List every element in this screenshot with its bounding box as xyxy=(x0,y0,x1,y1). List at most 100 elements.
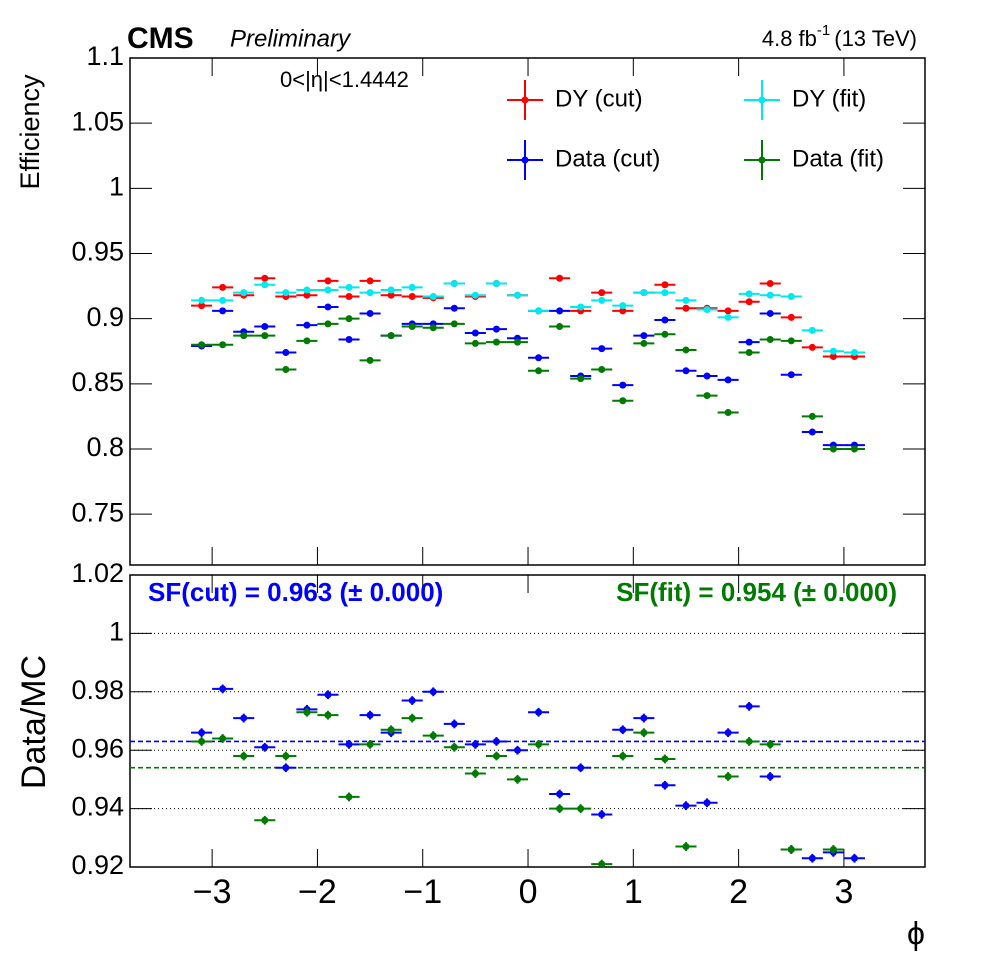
data-point xyxy=(703,306,711,314)
y-tick-label: 1.1 xyxy=(86,41,124,71)
data-point xyxy=(829,445,837,453)
data-point xyxy=(682,304,690,312)
x-tick-label: 3 xyxy=(834,873,853,911)
data-point xyxy=(366,289,374,297)
data-point xyxy=(429,688,437,696)
data-point xyxy=(198,302,206,310)
plot-area xyxy=(191,274,865,453)
data-point xyxy=(661,281,669,289)
data-point xyxy=(261,743,269,751)
data-point xyxy=(261,281,269,289)
data-point xyxy=(661,316,669,324)
data-point xyxy=(261,332,269,340)
data-point xyxy=(240,752,248,760)
data-point xyxy=(598,289,606,297)
x-tick-label: −2 xyxy=(298,873,337,911)
data-point xyxy=(577,764,585,772)
data-point xyxy=(345,315,353,323)
data-point xyxy=(766,772,774,780)
data-point xyxy=(829,352,837,360)
data-point xyxy=(619,307,627,315)
data-point xyxy=(261,322,269,330)
data-point xyxy=(282,764,290,772)
data-point xyxy=(324,691,332,699)
data-point xyxy=(450,743,458,751)
data-point xyxy=(640,339,648,347)
data-point xyxy=(471,329,479,337)
experiment: CMS xyxy=(127,22,194,55)
data-point xyxy=(703,392,711,400)
data-point xyxy=(619,302,627,310)
plot-frame xyxy=(129,574,926,868)
data-point xyxy=(682,367,690,375)
data-point xyxy=(598,810,606,818)
legend-label: Data (fit) xyxy=(792,145,884,172)
data-point xyxy=(219,341,227,349)
data-point xyxy=(682,802,690,810)
data-point xyxy=(219,735,227,743)
data-point xyxy=(219,283,227,291)
data-point xyxy=(471,740,479,748)
data-point xyxy=(745,290,753,298)
data-point xyxy=(808,412,816,420)
data-point xyxy=(661,289,669,297)
data-point xyxy=(471,291,479,299)
data-point xyxy=(787,337,795,345)
data-point xyxy=(429,732,437,740)
y-tick-label: 1.02 xyxy=(71,558,124,588)
data-point xyxy=(261,274,269,282)
y-tick-label: 1.05 xyxy=(71,106,124,136)
data-point xyxy=(640,714,648,722)
data-point xyxy=(682,346,690,354)
data-point xyxy=(282,349,290,357)
data-point xyxy=(450,320,458,328)
y-axis-label: Data/MC xyxy=(15,655,53,789)
data-point xyxy=(808,854,816,862)
data-point xyxy=(408,322,416,330)
data-point xyxy=(661,330,669,338)
data-point xyxy=(219,296,227,304)
data-point xyxy=(535,354,543,362)
status: Preliminary xyxy=(230,25,352,52)
x-tick-label: 1 xyxy=(624,873,643,911)
data-point xyxy=(704,869,711,876)
y-tick-label: 0.8 xyxy=(86,432,124,462)
data-point xyxy=(492,752,500,760)
legend-marker xyxy=(521,96,529,104)
data-point xyxy=(198,296,206,304)
data-point xyxy=(492,325,500,333)
data-point xyxy=(787,293,795,301)
legend-marker xyxy=(521,156,529,164)
data-point xyxy=(535,307,543,315)
data-point xyxy=(450,304,458,312)
data-point xyxy=(198,737,206,745)
data-point xyxy=(513,291,521,299)
data-point xyxy=(850,854,858,862)
data-point xyxy=(535,740,543,748)
data-point xyxy=(661,781,669,789)
data-point xyxy=(787,371,795,379)
data-point xyxy=(556,790,564,798)
y-tick-label: 1 xyxy=(109,171,124,201)
data-point xyxy=(619,397,627,405)
data-point xyxy=(745,737,753,745)
data-point xyxy=(303,337,311,345)
data-point xyxy=(324,320,332,328)
data-point xyxy=(345,293,353,301)
data-point xyxy=(598,365,606,373)
data-point xyxy=(282,752,290,760)
data-point xyxy=(577,375,585,383)
y-axis-label: Efficiency xyxy=(15,74,45,190)
data-point xyxy=(198,729,206,737)
x-axis-label: ϕ xyxy=(907,915,925,951)
data-point xyxy=(303,286,311,294)
data-point xyxy=(850,349,858,357)
data-point xyxy=(808,343,816,351)
lumi-text: 4.8 fb xyxy=(762,26,817,51)
data-point xyxy=(745,298,753,306)
data-point xyxy=(345,283,353,291)
data-point xyxy=(766,309,774,317)
data-point xyxy=(513,775,521,783)
data-point xyxy=(535,708,543,716)
